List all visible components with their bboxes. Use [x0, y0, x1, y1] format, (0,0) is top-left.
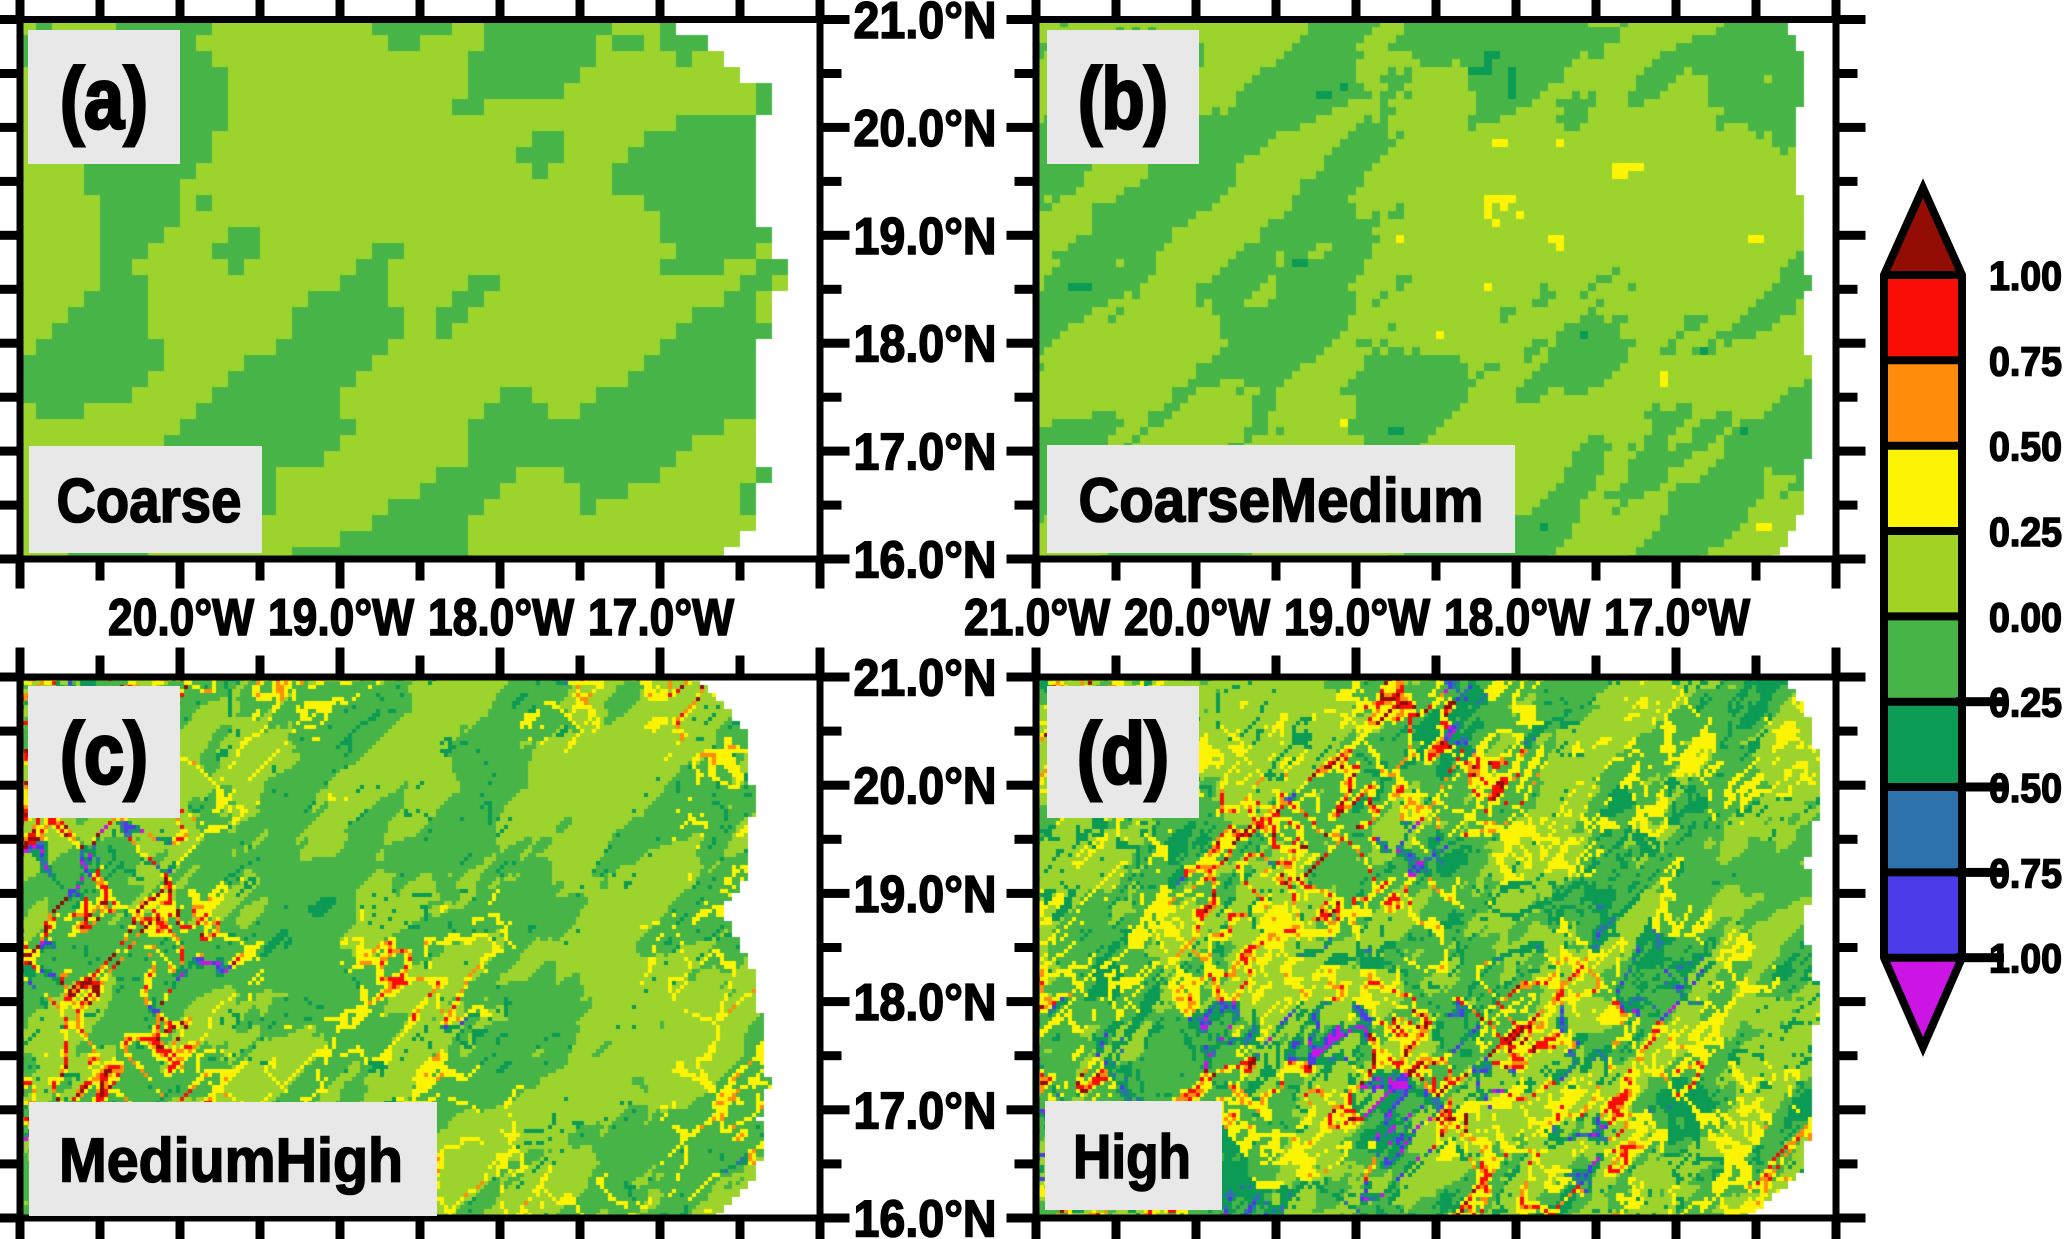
svg-text:(c): (c)	[60, 706, 148, 802]
svg-text:20.0°N: 20.0°N	[854, 100, 997, 158]
svg-text:17.0°W: 17.0°W	[588, 589, 735, 647]
svg-text:18.0°N: 18.0°N	[854, 316, 997, 374]
svg-text:0.25: 0.25	[1989, 509, 2062, 555]
svg-text:1.00: 1.00	[1989, 253, 2062, 299]
svg-text:1.00: 1.00	[1989, 936, 2062, 982]
svg-text:0.50: 0.50	[1989, 765, 2062, 811]
svg-text:17.0°W: 17.0°W	[1604, 589, 1751, 647]
svg-text:18.0°N: 18.0°N	[854, 974, 997, 1032]
svg-text:21.0°N: 21.0°N	[854, 650, 997, 708]
svg-text:20.0°W: 20.0°W	[1124, 589, 1271, 647]
svg-text:CoarseMedium: CoarseMedium	[1079, 467, 1484, 536]
svg-text:MediumHigh: MediumHigh	[59, 1127, 403, 1196]
svg-text:18.0°W: 18.0°W	[1444, 589, 1591, 647]
svg-text:20.0°N: 20.0°N	[854, 758, 997, 816]
svg-text:21.0°N: 21.0°N	[854, 0, 997, 50]
svg-text:20.0°W: 20.0°W	[108, 589, 255, 647]
svg-text:High: High	[1073, 1123, 1191, 1192]
svg-text:Coarse: Coarse	[57, 467, 242, 536]
svg-text:17.0°N: 17.0°N	[854, 1082, 997, 1140]
svg-text:(d): (d)	[1077, 706, 1169, 802]
svg-text:0.75: 0.75	[1989, 850, 2062, 896]
svg-text:19.0°W: 19.0°W	[268, 589, 415, 647]
svg-text:19.0°W: 19.0°W	[1284, 589, 1431, 647]
svg-text:16.0°N: 16.0°N	[854, 1191, 997, 1239]
svg-text:16.0°N: 16.0°N	[854, 532, 997, 590]
svg-text:0.75: 0.75	[1989, 338, 2062, 384]
svg-text:18.0°W: 18.0°W	[428, 589, 575, 647]
svg-text:21.0°W: 21.0°W	[964, 589, 1111, 647]
svg-text:0.00: 0.00	[1989, 594, 2062, 640]
svg-text:19.0°N: 19.0°N	[854, 208, 997, 266]
svg-text:0.50: 0.50	[1989, 424, 2062, 470]
svg-text:(a): (a)	[60, 51, 148, 147]
svg-text:(b): (b)	[1078, 51, 1168, 147]
svg-text:19.0°N: 19.0°N	[854, 866, 997, 924]
svg-text:0.25: 0.25	[1989, 680, 2062, 726]
svg-text:17.0°N: 17.0°N	[854, 424, 997, 482]
